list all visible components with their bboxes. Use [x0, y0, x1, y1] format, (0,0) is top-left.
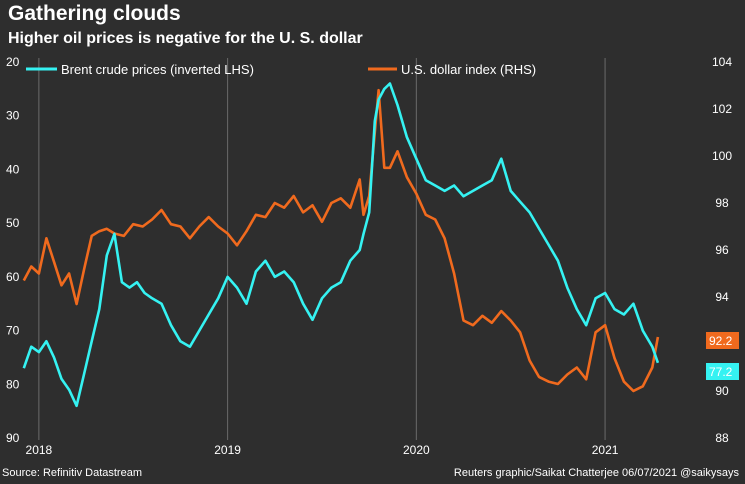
- chart-subtitle: Higher oil prices is negative for the U.…: [8, 30, 363, 47]
- left-tick-label: 60: [6, 270, 20, 284]
- source-note: Source: Refinitiv Datastream: [2, 467, 142, 479]
- brent-line: [22, 82, 660, 408]
- legend-label-dollar: U.S. dollar index (RHS): [401, 62, 536, 77]
- series-lines: [22, 82, 660, 408]
- left-tick-label: 20: [6, 55, 20, 69]
- left-tick-label: 40: [6, 162, 20, 176]
- right-tick-label: 96: [715, 243, 729, 257]
- right-axis-ticks: 889092949698100102104: [712, 55, 732, 445]
- left-tick-label: 50: [6, 216, 20, 230]
- x-tick-label: 2019: [214, 443, 241, 457]
- right-tick-label: 98: [715, 196, 729, 210]
- left-axis-ticks: 20 30 40 50 60 70 80 90: [6, 55, 20, 445]
- chart-title: Gathering clouds: [8, 2, 181, 25]
- legend: Brent crude prices (inverted LHS) U.S. d…: [26, 62, 536, 77]
- x-tick-label: 2018: [26, 443, 53, 457]
- left-tick-label: 80: [6, 377, 20, 391]
- end-label-brent: 77.2: [706, 363, 739, 380]
- end-label-dollar: 92.2: [706, 332, 739, 349]
- dollar-line: [22, 88, 660, 393]
- x-axis-ticks: 2018 2019 2020 2021: [26, 443, 619, 457]
- legend-label-brent: Brent crude prices (inverted LHS): [61, 62, 254, 77]
- x-tick-label: 2020: [403, 443, 430, 457]
- left-tick-label: 70: [6, 324, 20, 338]
- right-tick-label: 104: [712, 55, 732, 69]
- left-tick-label: 30: [6, 109, 20, 123]
- end-label-brent-text: 77.2: [709, 365, 733, 379]
- right-tick-label: 90: [715, 384, 729, 398]
- right-tick-label: 100: [712, 149, 732, 163]
- right-tick-label: 94: [715, 290, 729, 304]
- right-tick-label: 88: [715, 431, 729, 445]
- right-tick-label: 102: [712, 102, 732, 116]
- x-tick-label: 2021: [592, 443, 619, 457]
- left-tick-label: 90: [6, 431, 20, 445]
- credit-note: Reuters graphic/Saikat Chatterjee 06/07/…: [453, 467, 739, 479]
- x-gridlines: [38, 58, 606, 440]
- end-label-dollar-text: 92.2: [709, 334, 733, 348]
